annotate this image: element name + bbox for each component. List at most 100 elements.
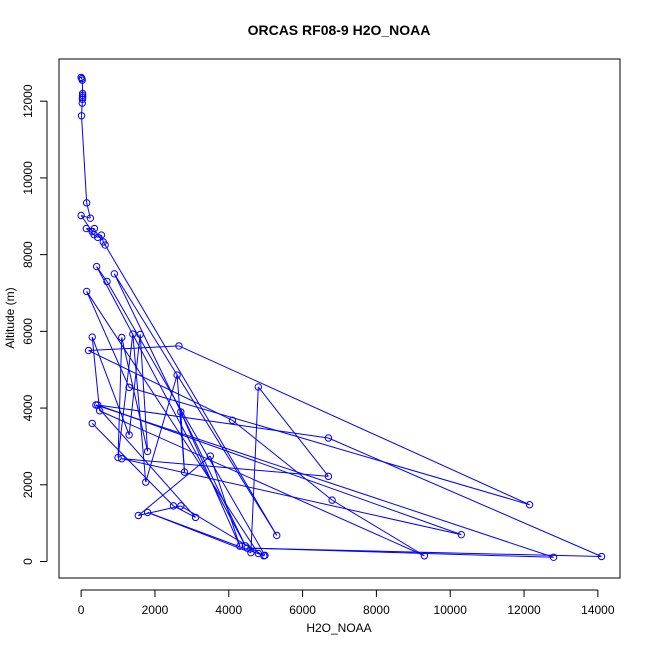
data-point xyxy=(77,211,85,220)
series-segment xyxy=(96,266,246,547)
data-point xyxy=(328,496,336,504)
data-point xyxy=(247,548,255,557)
data-point xyxy=(103,277,111,286)
data-point xyxy=(206,452,215,460)
x-tick-label: 0 xyxy=(78,603,85,617)
series-segment xyxy=(178,345,530,506)
y-axis: 0 2000 4000 6000 8000 10000 12000 xyxy=(21,84,48,565)
series-segment xyxy=(132,333,147,483)
data-point xyxy=(110,270,119,278)
data-point xyxy=(143,447,152,456)
series-segment xyxy=(86,228,95,236)
data-point xyxy=(125,383,133,392)
data-point xyxy=(97,231,106,239)
data-point xyxy=(177,502,185,510)
series-segment xyxy=(97,404,329,439)
data-point xyxy=(136,330,144,339)
series-segment xyxy=(93,234,99,238)
series-segment xyxy=(257,386,329,477)
data-point xyxy=(236,542,244,550)
series-segment xyxy=(145,374,178,483)
series-segment xyxy=(173,505,196,518)
data-point xyxy=(420,552,429,560)
data-point xyxy=(228,416,237,425)
data-point xyxy=(118,333,126,342)
series-segment xyxy=(209,455,241,547)
series-segment xyxy=(99,410,425,557)
y-tick-label: 8000 xyxy=(21,241,35,268)
data-point xyxy=(241,542,250,550)
data-point xyxy=(88,419,96,428)
series-segment xyxy=(113,273,278,536)
series-segment xyxy=(121,337,149,452)
data-point xyxy=(114,453,122,462)
y-tick-label: 10000 xyxy=(21,161,35,195)
x-tick-label: 2000 xyxy=(142,603,169,617)
x-tick-label: 14000 xyxy=(581,603,615,617)
series-segment xyxy=(128,334,141,435)
x-tick-label: 4000 xyxy=(215,603,242,617)
data-point xyxy=(101,241,109,249)
data-point xyxy=(254,383,263,391)
data-point xyxy=(125,431,133,439)
data-point xyxy=(260,552,268,560)
data-point xyxy=(82,199,91,207)
data-point xyxy=(78,76,86,84)
data-point xyxy=(243,544,251,552)
x-tick-label: 10000 xyxy=(434,603,468,617)
data-point xyxy=(177,408,185,416)
series-segment xyxy=(95,404,196,518)
x-tick-label: 12000 xyxy=(507,603,541,617)
series-segment xyxy=(81,115,88,203)
series-segment xyxy=(80,77,83,79)
data-point xyxy=(273,531,281,540)
y-tick-label: 0 xyxy=(21,558,35,565)
series-segment xyxy=(81,103,83,116)
series-segment xyxy=(91,336,130,436)
series-segment xyxy=(232,419,333,501)
x-tick-label: 8000 xyxy=(363,603,390,617)
series-segment xyxy=(91,423,174,507)
series-segment xyxy=(128,386,530,506)
data-point xyxy=(82,224,91,233)
data-point xyxy=(180,468,189,476)
data-point xyxy=(549,553,558,561)
data-point xyxy=(86,214,95,222)
data-point xyxy=(129,330,137,338)
data-point xyxy=(173,371,181,379)
x-axis-label: H2O_NOAA xyxy=(306,621,371,635)
data-point xyxy=(94,233,102,242)
series-segment xyxy=(86,202,91,219)
series-segment xyxy=(139,334,149,452)
series-segment xyxy=(97,404,462,536)
data-point xyxy=(134,511,143,520)
data-point xyxy=(525,501,534,509)
data-point xyxy=(118,455,126,463)
series-segment xyxy=(121,458,329,477)
data-point xyxy=(324,434,333,442)
data-point xyxy=(84,346,93,355)
series-segment xyxy=(95,404,554,558)
x-axis: 0 2000 4000 6000 8000 10000 12000 14000 xyxy=(78,589,615,617)
series-segment xyxy=(81,215,91,219)
series-segment xyxy=(117,333,134,458)
series-segment xyxy=(121,458,462,536)
y-tick-label: 6000 xyxy=(21,318,35,345)
series-segment xyxy=(180,411,241,547)
series-segment xyxy=(138,505,181,516)
data-point xyxy=(77,112,86,120)
data-point xyxy=(88,333,96,341)
x-tick-label: 6000 xyxy=(289,603,316,617)
data-point xyxy=(78,95,87,103)
data-point xyxy=(78,91,87,100)
y-tick-label: 4000 xyxy=(21,394,35,421)
series-segment xyxy=(88,350,233,421)
series-segment xyxy=(328,437,602,557)
data-point xyxy=(457,530,465,539)
data-point xyxy=(597,552,606,561)
series-segment xyxy=(180,411,185,473)
data-point xyxy=(191,513,200,522)
plot-frame xyxy=(58,58,621,579)
data-point xyxy=(92,262,101,271)
